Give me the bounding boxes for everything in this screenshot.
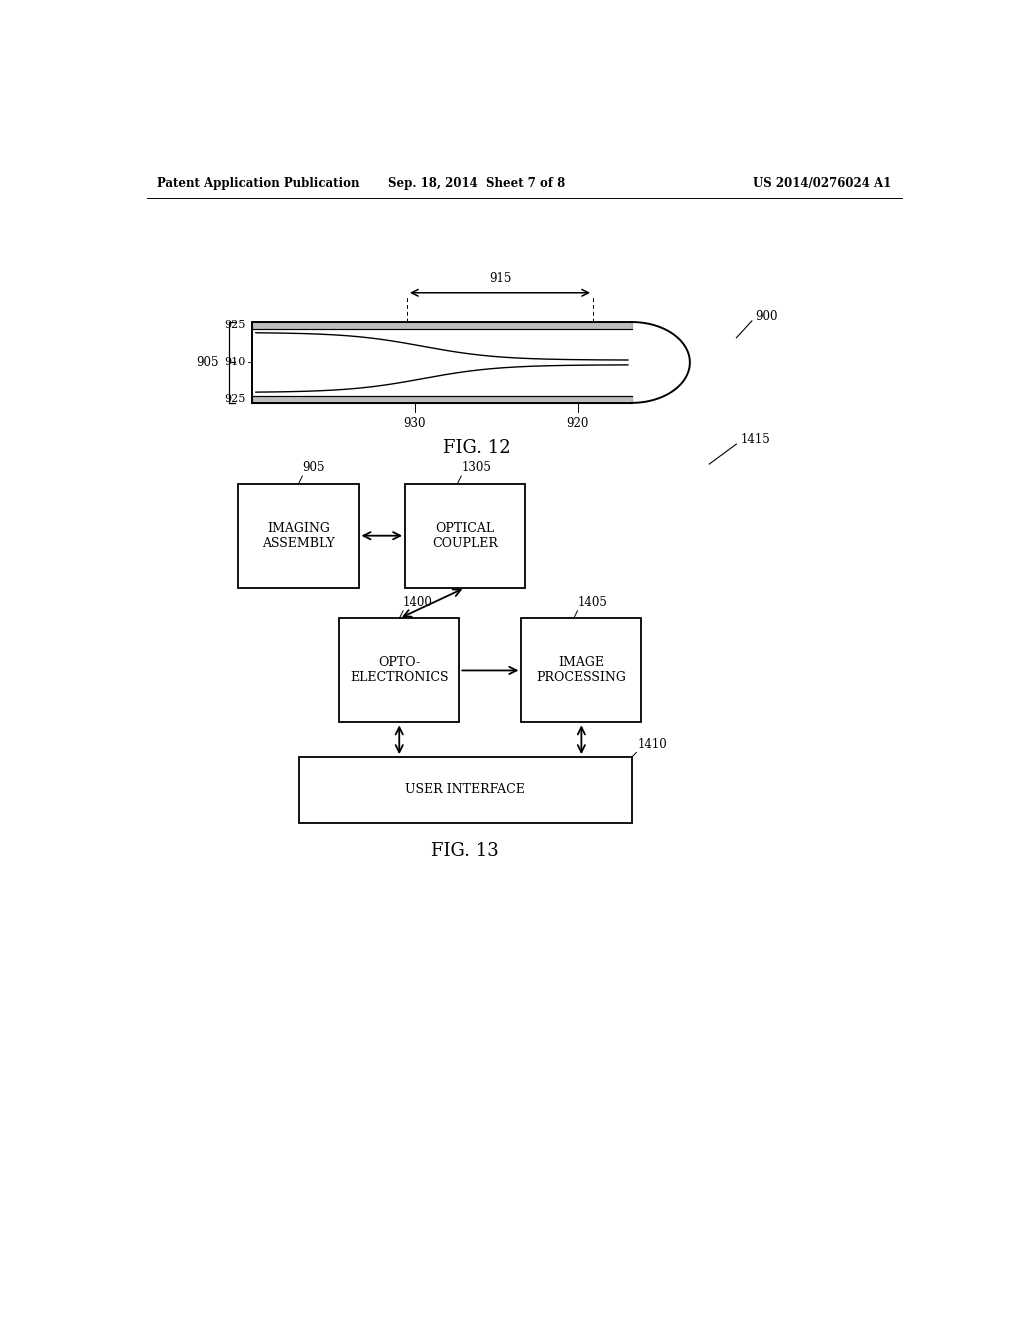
Text: US 2014/0276024 A1: US 2014/0276024 A1 bbox=[753, 177, 891, 190]
Text: 915: 915 bbox=[488, 272, 511, 285]
Text: 910: 910 bbox=[224, 358, 246, 367]
Text: 1415: 1415 bbox=[740, 433, 770, 446]
Text: IMAGE
PROCESSING: IMAGE PROCESSING bbox=[537, 656, 627, 685]
Text: 1400: 1400 bbox=[403, 597, 433, 610]
Text: FIG. 13: FIG. 13 bbox=[431, 842, 499, 861]
Text: Sep. 18, 2014  Sheet 7 of 8: Sep. 18, 2014 Sheet 7 of 8 bbox=[388, 177, 565, 190]
FancyBboxPatch shape bbox=[521, 619, 641, 722]
Text: 900: 900 bbox=[756, 310, 778, 323]
FancyBboxPatch shape bbox=[406, 483, 525, 587]
FancyBboxPatch shape bbox=[239, 483, 358, 587]
Text: 1410: 1410 bbox=[638, 738, 668, 751]
Text: Patent Application Publication: Patent Application Publication bbox=[158, 177, 360, 190]
Text: FIG. 12: FIG. 12 bbox=[443, 438, 511, 457]
Text: USER INTERFACE: USER INTERFACE bbox=[406, 783, 525, 796]
Text: 905: 905 bbox=[302, 462, 325, 474]
FancyBboxPatch shape bbox=[299, 758, 632, 822]
Text: 930: 930 bbox=[403, 417, 426, 430]
Text: 925: 925 bbox=[224, 321, 246, 330]
FancyBboxPatch shape bbox=[339, 619, 460, 722]
Text: 925: 925 bbox=[224, 395, 246, 404]
Text: 1405: 1405 bbox=[578, 597, 607, 610]
Text: 1305: 1305 bbox=[461, 462, 492, 474]
Text: OPTICAL
COUPLER: OPTICAL COUPLER bbox=[432, 521, 498, 549]
Text: OPTO-
ELECTRONICS: OPTO- ELECTRONICS bbox=[350, 656, 449, 685]
Text: 920: 920 bbox=[566, 417, 589, 430]
Text: 905: 905 bbox=[197, 356, 219, 370]
Text: IMAGING
ASSEMBLY: IMAGING ASSEMBLY bbox=[262, 521, 335, 549]
